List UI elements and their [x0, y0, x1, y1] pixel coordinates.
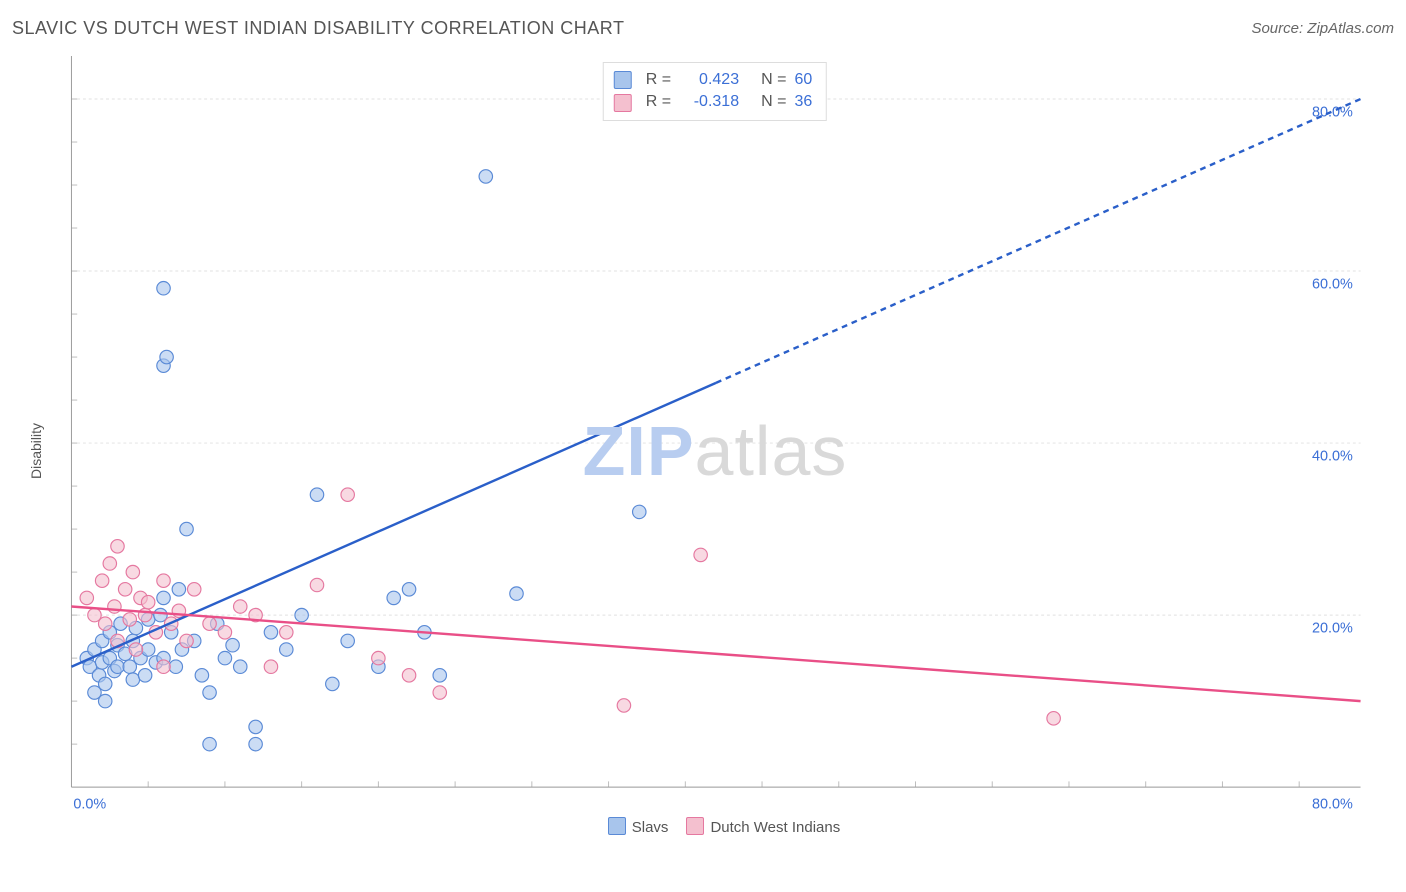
- legend-swatch: [614, 94, 632, 112]
- legend-swatch: [614, 71, 632, 89]
- legend-n-label: N =: [761, 69, 786, 91]
- y-axis-label: Disability: [28, 423, 44, 479]
- legend-n-value: 36: [794, 91, 812, 113]
- svg-text:40.0%: 40.0%: [1312, 448, 1353, 464]
- chart-area: Disability 20.0%40.0%60.0%80.0%0.0%80.0%…: [36, 56, 1394, 846]
- legend-swatch: [686, 817, 704, 835]
- svg-text:60.0%: 60.0%: [1312, 276, 1353, 292]
- legend-n-label: N =: [761, 91, 786, 113]
- chart-title: SLAVIC VS DUTCH WEST INDIAN DISABILITY C…: [12, 18, 624, 39]
- correlation-legend: R = 0.423 N = 60 R = -0.318 N = 36: [603, 62, 827, 121]
- legend-row: R = 0.423 N = 60: [614, 69, 812, 91]
- legend-r-value: -0.318: [679, 91, 739, 113]
- series-legend: Slavs Dutch West Indians: [36, 817, 1394, 836]
- svg-text:20.0%: 20.0%: [1312, 620, 1353, 636]
- legend-label: Slavs: [632, 819, 669, 836]
- chart-source: Source: ZipAtlas.com: [1251, 20, 1394, 37]
- svg-text:0.0%: 0.0%: [73, 796, 106, 812]
- scatter-plot: 20.0%40.0%60.0%80.0%0.0%80.0%: [46, 56, 1386, 816]
- svg-text:80.0%: 80.0%: [1312, 796, 1353, 812]
- legend-n-value: 60: [794, 69, 812, 91]
- legend-row: R = -0.318 N = 36: [614, 91, 812, 113]
- legend-swatch: [608, 817, 626, 835]
- legend-r-label: R =: [646, 69, 671, 91]
- legend-label: Dutch West Indians: [710, 819, 840, 836]
- legend-r-label: R =: [646, 91, 671, 113]
- chart-header: SLAVIC VS DUTCH WEST INDIAN DISABILITY C…: [12, 18, 1394, 39]
- legend-r-value: 0.423: [679, 69, 739, 91]
